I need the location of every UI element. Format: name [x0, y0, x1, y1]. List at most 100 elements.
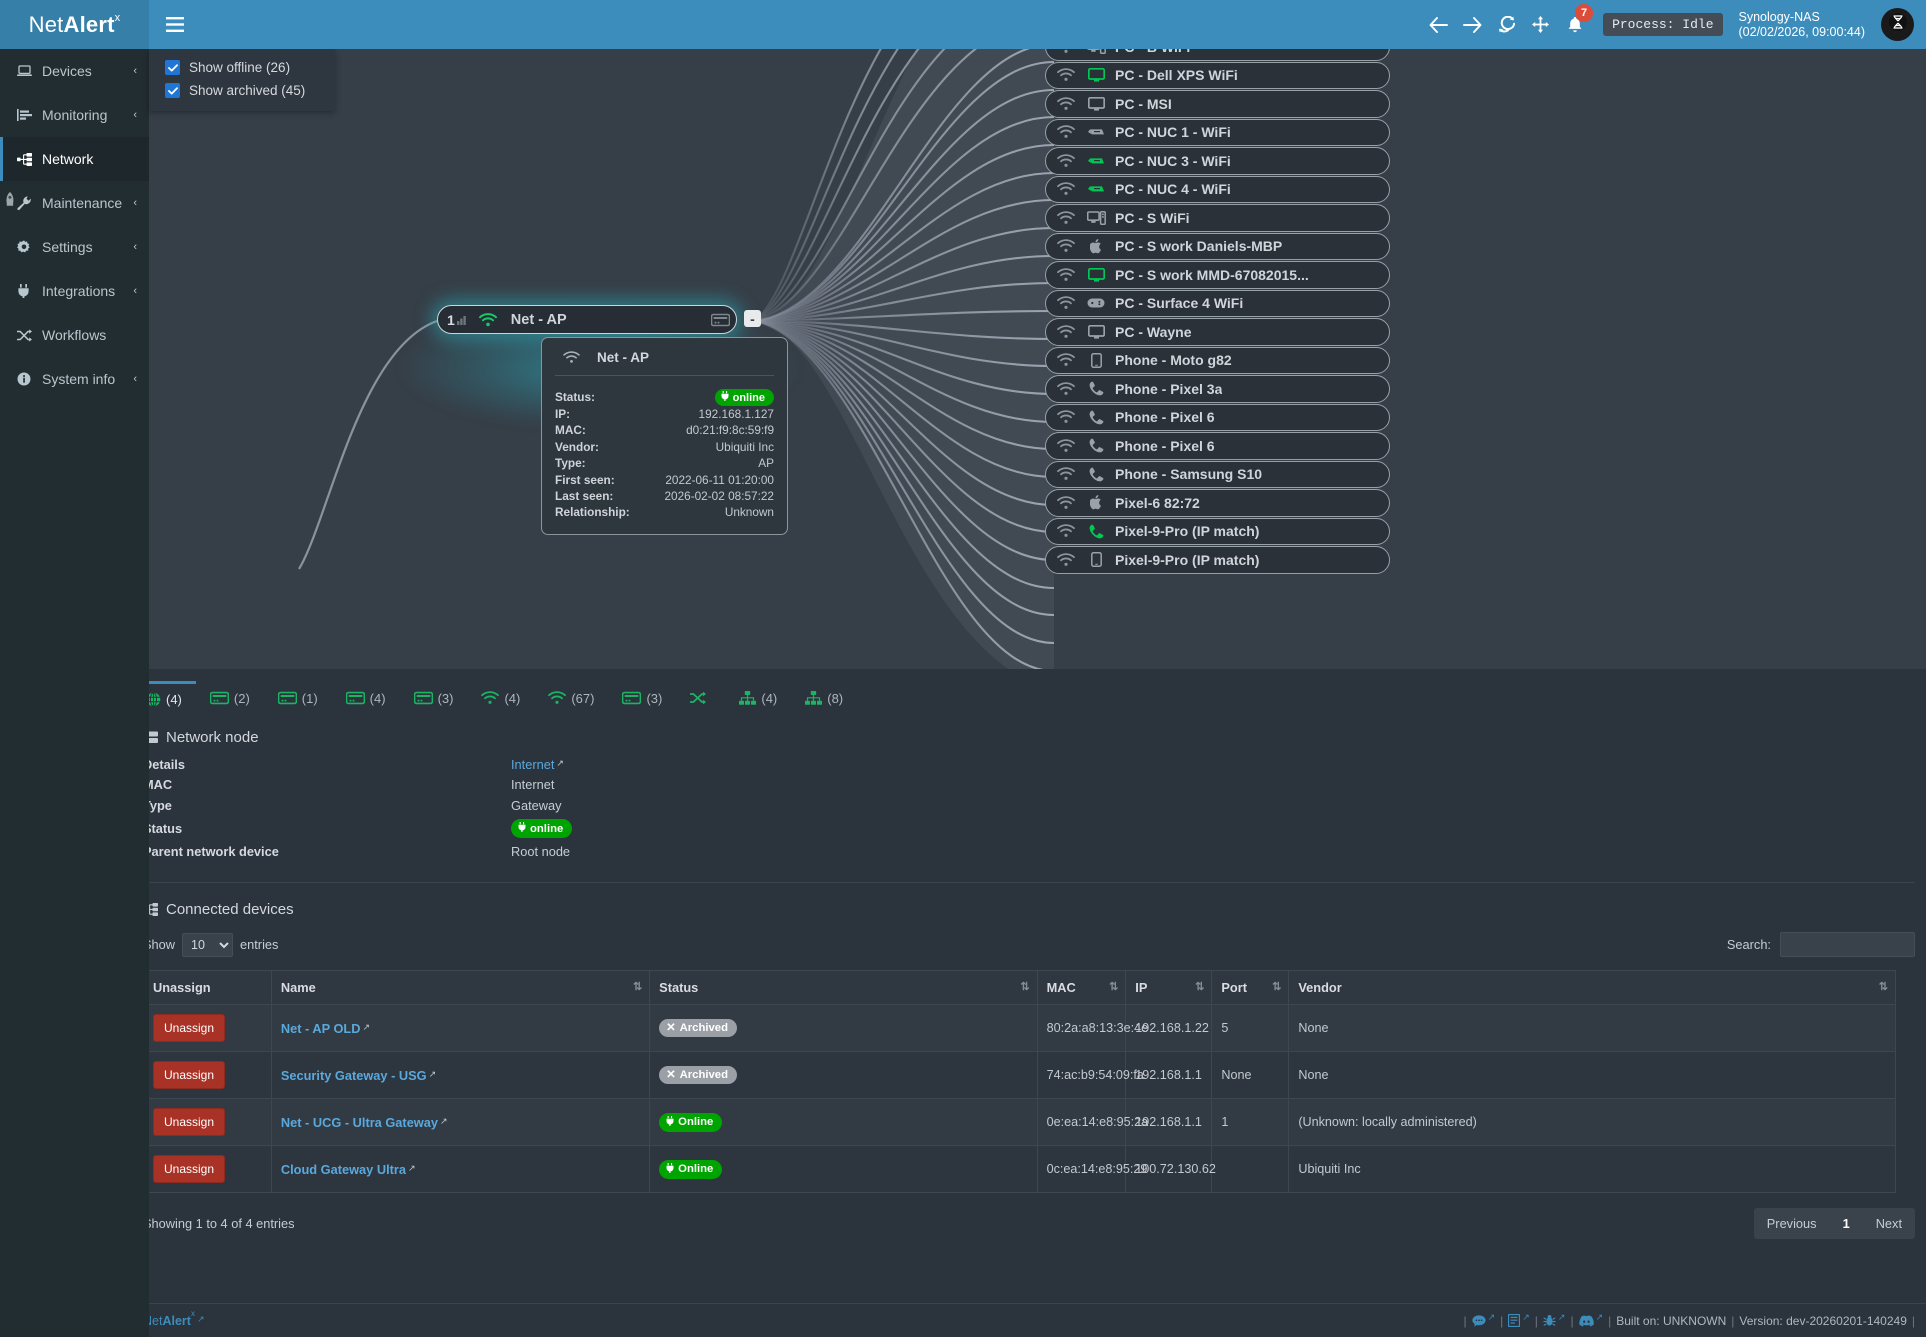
graph-device-chip[interactable]: PC - Surface 4 WiFi	[1045, 289, 1390, 317]
sidebar-item-settings[interactable]: Settings ‹	[0, 225, 149, 269]
graph-device-chip[interactable]: Phone - Moto g82	[1045, 346, 1390, 374]
graph-device-chip[interactable]: Pixel-6 82:72	[1045, 489, 1390, 517]
column-header-unassign[interactable]: Unassign	[143, 970, 272, 1005]
wifi-icon	[1057, 553, 1081, 567]
wrench-icon	[17, 196, 39, 210]
graph-device-chip[interactable]: Pixel-9-Pro (IP match)	[1045, 546, 1390, 574]
unassign-button[interactable]: Unassign	[153, 1014, 226, 1042]
brand-sup: x	[114, 11, 121, 24]
sidebar-item-workflows[interactable]: Workflows	[0, 313, 149, 357]
tab-10-sitemap[interactable]: (8)	[791, 681, 857, 715]
search-input[interactable]	[1780, 932, 1915, 957]
column-header-status[interactable]: Status ⇅	[649, 970, 1038, 1005]
graph-device-chip[interactable]: PC - Dell XPS WiFi	[1045, 61, 1390, 89]
column-header-ip[interactable]: IP ⇅	[1125, 970, 1213, 1005]
external-link-icon: ↗	[428, 1068, 437, 1079]
show-offline-toggle[interactable]: Show offline (26)	[165, 60, 323, 75]
footer-logo[interactable]: NetAlertx↗	[143, 1309, 204, 1328]
refresh-button[interactable]	[1489, 0, 1523, 49]
graph-device-chip[interactable]: PC - S work Daniels-MBP	[1045, 232, 1390, 260]
pagination-page-1[interactable]: 1	[1842, 1216, 1850, 1231]
tab-3-switch[interactable]: (4)	[332, 681, 400, 715]
switch-icon	[622, 691, 642, 705]
device-link[interactable]: Net - UCG - Ultra Gateway	[280, 1114, 438, 1130]
node-collapse-button[interactable]: -	[744, 310, 761, 327]
device-chip-label: PC - NUC 3 - WiFi	[1115, 152, 1231, 169]
tab-7-switch[interactable]: (3)	[608, 681, 676, 715]
sidebar-item-network[interactable]: Network	[0, 137, 149, 181]
column-label: MAC	[1046, 980, 1076, 995]
tab-6-wifi[interactable]: (67)	[534, 681, 608, 715]
monitor-icon	[1081, 96, 1111, 111]
column-label: Name	[280, 980, 316, 995]
details-link[interactable]: Internet	[511, 756, 555, 772]
page-size-select[interactable]: 102550100	[182, 932, 234, 957]
docs-icon[interactable]: ↗	[1508, 1312, 1530, 1327]
notifications-button[interactable]: 7	[1557, 0, 1594, 49]
comment-icon[interactable]: ↗	[1471, 1312, 1495, 1327]
node-name: Net - AP	[510, 311, 567, 328]
graph-device-chip[interactable]: PC - NUC 4 - WiFi	[1045, 175, 1390, 203]
unassign-button[interactable]: Unassign	[153, 1155, 226, 1183]
tab-8-shuffle[interactable]	[676, 681, 725, 715]
graph-device-chip[interactable]: PC - NUC 1 - WiFi	[1045, 118, 1390, 146]
tab-5-wifi[interactable]: (4)	[467, 681, 534, 715]
sidebar-item-integrations[interactable]: Integrations ‹	[0, 269, 149, 313]
sidebar-label-workflows: Workflows	[42, 327, 107, 343]
show-archived-toggle[interactable]: Show archived (45)	[165, 83, 323, 98]
user-avatar[interactable]	[1881, 8, 1914, 41]
graph-device-chip[interactable]: Pixel-9-Pro (IP match)	[1045, 517, 1390, 545]
status-badge: Online	[659, 1112, 723, 1132]
unassign-button[interactable]: Unassign	[153, 1108, 226, 1136]
tab-count: (4)	[166, 692, 182, 707]
graph-device-chip[interactable]: Phone - Pixel 6	[1045, 403, 1390, 431]
back-button[interactable]	[1421, 0, 1455, 49]
graph-device-chip[interactable]: PC - NUC 3 - WiFi	[1045, 147, 1390, 175]
pagination-next[interactable]: Next	[1875, 1216, 1902, 1231]
graph-device-chip[interactable]: Phone - Pixel 6	[1045, 432, 1390, 460]
app-logo[interactable]: Net Alert x	[0, 0, 149, 49]
tab-4-switch[interactable]: (3)	[400, 681, 468, 715]
sidebar-item-system-info[interactable]: System info ‹	[0, 357, 149, 401]
pagination-previous[interactable]: Previous	[1766, 1216, 1817, 1231]
graph-device-chip[interactable]: Phone - Samsung S10	[1045, 460, 1390, 488]
column-header-name[interactable]: Name ⇅	[270, 970, 651, 1005]
sidebar-item-maintenance[interactable]: Maintenance ‹	[0, 181, 149, 225]
move-button[interactable]	[1523, 0, 1557, 49]
nuc-icon	[1081, 183, 1111, 195]
tooltip-row: Status: online	[555, 389, 774, 406]
footer-built-on: Built on: UNKNOWN	[1616, 1313, 1727, 1328]
graph-device-chip[interactable]: PC - S work MMD-67082015...	[1045, 261, 1390, 289]
sidebar-toggle-button[interactable]	[149, 0, 201, 49]
bug-icon[interactable]: ↗	[1543, 1312, 1565, 1327]
forward-button[interactable]	[1455, 0, 1489, 49]
arrow-right-icon	[1462, 16, 1482, 33]
graph-device-chip[interactable]: PC - S WiFi	[1045, 204, 1390, 232]
graph-device-chip[interactable]: PC - Wayne	[1045, 318, 1390, 346]
monitor-icon	[1081, 324, 1111, 339]
device-link[interactable]: Cloud Gateway Ultra	[280, 1161, 406, 1177]
sidebar-item-devices[interactable]: Devices ‹	[0, 49, 149, 93]
device-chip-label: Phone - Samsung S10	[1115, 466, 1263, 483]
discord-icon[interactable]: ↗	[1578, 1312, 1603, 1327]
column-header-port[interactable]: Port ⇅	[1211, 970, 1290, 1005]
cell-ip: 100.72.130.62	[1125, 1145, 1216, 1193]
unassign-button[interactable]: Unassign	[153, 1061, 226, 1089]
column-header-mac[interactable]: MAC ⇅	[1036, 970, 1127, 1005]
table-footer: Showing 1 to 4 of 4 entries Previous 1 N…	[132, 1193, 1926, 1239]
sidebar-item-monitoring[interactable]: Monitoring ‹	[0, 93, 149, 137]
graph-node-net-ap[interactable]: 1 Net - AP	[437, 305, 737, 334]
connected-devices-section-title: Connected devices	[132, 883, 1926, 918]
tab-2-switch[interactable]: (1)	[264, 681, 332, 715]
device-link[interactable]: Security Gateway - USG	[280, 1067, 427, 1083]
tab-1-switch[interactable]: (2)	[196, 681, 264, 715]
tooltip-rows: Status: online IP: 192.168.1.127 MAC: d0:21…	[555, 376, 774, 521]
graph-device-chip[interactable]: Phone - Pixel 3a	[1045, 375, 1390, 403]
sort-icon: ⇅	[1109, 981, 1118, 993]
network-graph[interactable]: 1 Net - AP - Net - AP Status: online IP	[149, 49, 1926, 669]
graph-device-chip[interactable]: PC - MSI	[1045, 90, 1390, 118]
tab-9-sitemap[interactable]: (4)	[725, 681, 791, 715]
wifi-icon	[548, 691, 567, 705]
column-header-vendor[interactable]: Vendor ⇅	[1288, 970, 1896, 1005]
device-link[interactable]: Net - AP OLD	[280, 1020, 361, 1036]
